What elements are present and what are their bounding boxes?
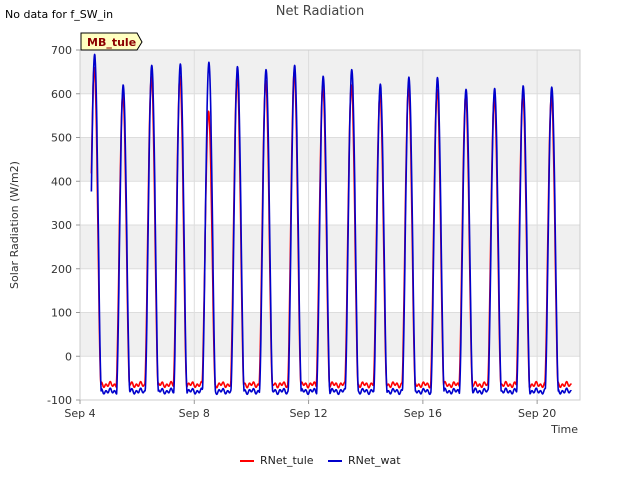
y-tick-label: 400 [51,175,72,188]
y-tick-label: 300 [51,219,72,232]
y-tick-label: 500 [51,132,72,145]
legend-label-tule: RNet_tule [260,454,314,467]
band [80,312,580,357]
y-tick-label: 100 [51,307,72,320]
y-tick-label: 600 [51,88,72,101]
series-lines [90,53,573,396]
site-badge: MB_tule [80,32,143,51]
y-axis-ticks: -100 0 100 200 300 400 500 600 700 [47,44,80,407]
x-tick-label: Sep 4 [64,407,95,420]
legend: RNet_tule RNet_wat [240,454,401,467]
band [80,225,580,269]
band [80,50,580,94]
y-axis-label: Solar Radiation (W/m2) [8,161,21,289]
x-tick-label: Sep 20 [518,407,556,420]
no-data-note: No data for f_SW_in [5,8,113,21]
chart-title: Net Radiation [276,4,364,19]
site-badge-box [80,32,143,51]
x-axis-label: Time [550,423,578,436]
x-tick-label: Sep 16 [404,407,442,420]
series-line-wat [90,53,572,396]
y-tick-label: 700 [51,44,72,57]
y-tick-label: -100 [47,394,72,407]
x-axis-ticks: Sep 4 Sep 8 Sep 12 Sep 16 Sep 20 [64,400,556,420]
x-tick-label: Sep 8 [179,407,210,420]
legend-label-wat: RNet_wat [348,454,401,467]
site-badge-label: MB_tule [87,36,136,49]
y-tick-label: 200 [51,263,72,276]
x-tick-label: Sep 12 [289,407,327,420]
y-tick-label: 0 [65,350,72,363]
